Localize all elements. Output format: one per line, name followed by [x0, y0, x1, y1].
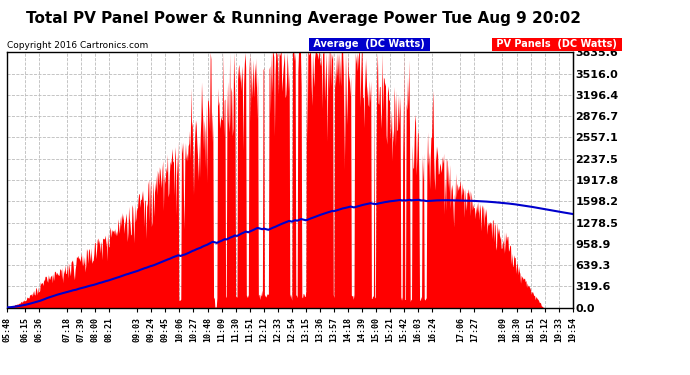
Text: Copyright 2016 Cartronics.com: Copyright 2016 Cartronics.com — [7, 41, 148, 50]
Text: Total PV Panel Power & Running Average Power Tue Aug 9 20:02: Total PV Panel Power & Running Average P… — [26, 11, 581, 26]
Text: PV Panels  (DC Watts): PV Panels (DC Watts) — [493, 39, 620, 50]
Text: Average  (DC Watts): Average (DC Watts) — [310, 39, 428, 50]
